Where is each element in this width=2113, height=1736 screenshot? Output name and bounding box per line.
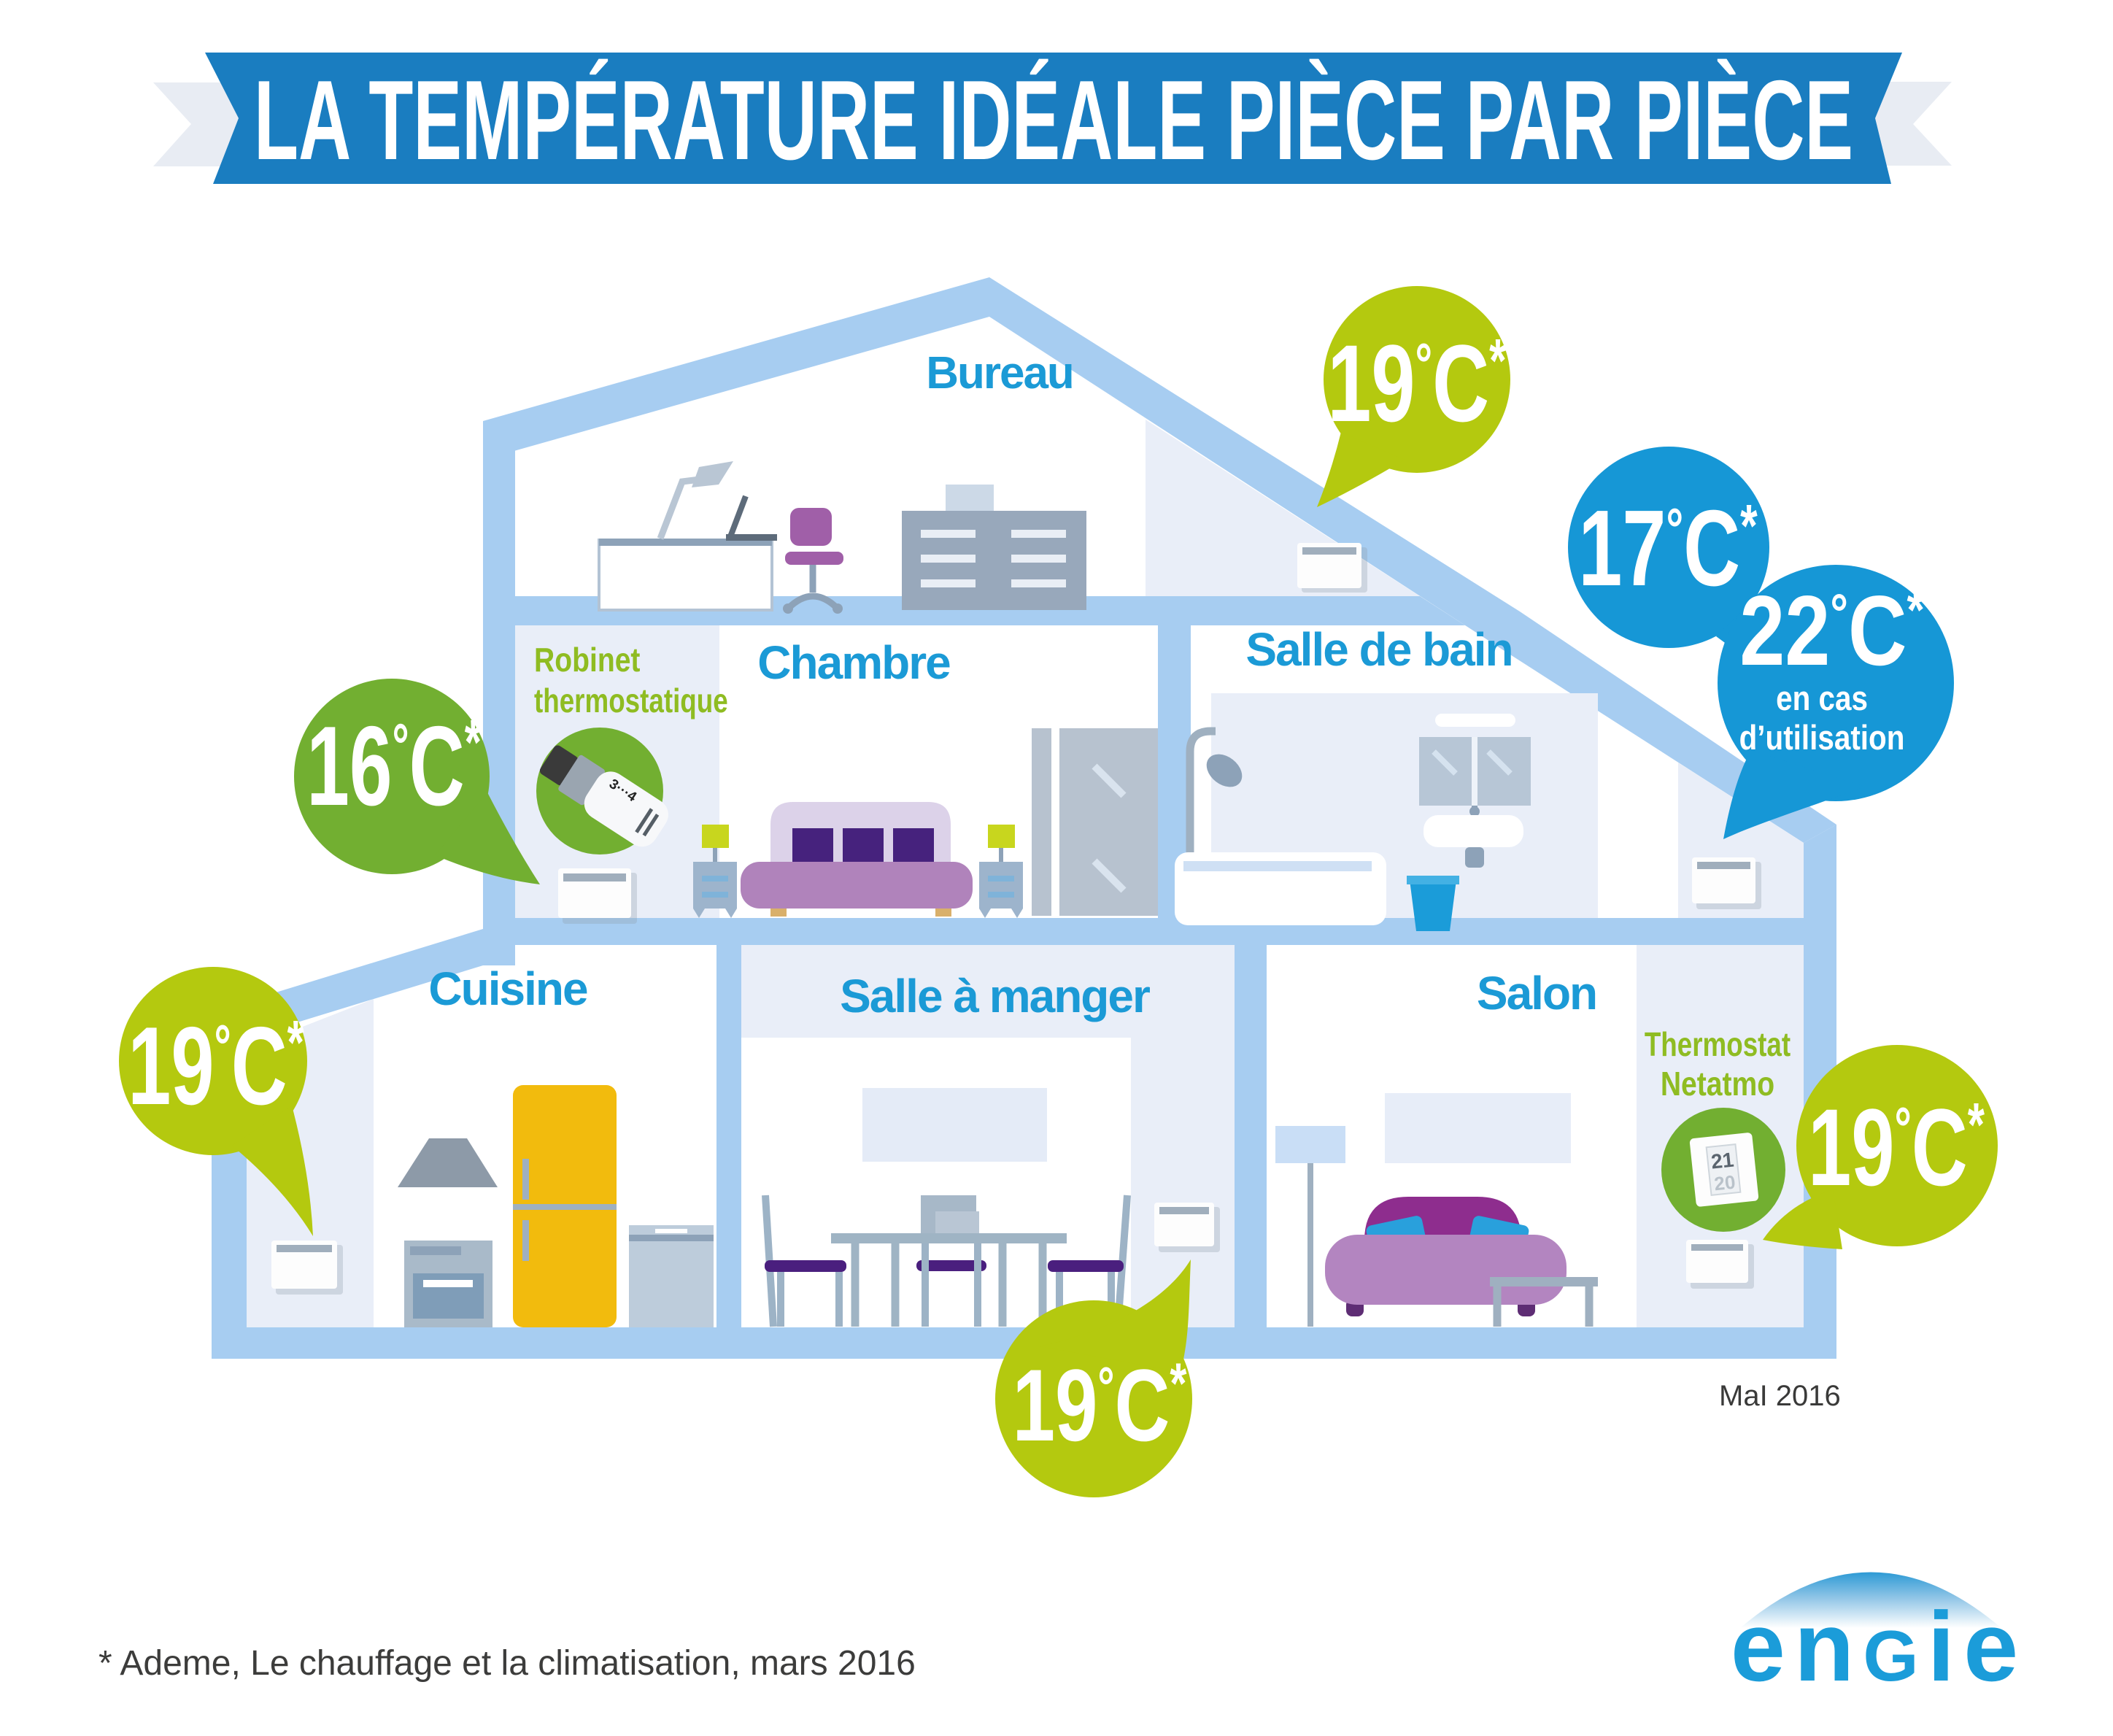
svg-text:Cuisine: Cuisine: [428, 962, 587, 1015]
svg-text:thermostatique: thermostatique: [534, 682, 728, 720]
svg-text:Bureau: Bureau: [926, 348, 1073, 398]
svg-text:Salle de bain: Salle de bain: [1245, 623, 1512, 676]
svg-text:Robinet: Robinet: [534, 641, 640, 679]
svg-text:20: 20: [1713, 1170, 1737, 1195]
svg-text:21: 21: [1710, 1149, 1735, 1173]
svg-text:en cas: en cas: [1776, 679, 1868, 718]
svg-text:Netatmo: Netatmo: [1661, 1065, 1774, 1103]
svg-text:Salle à manger: Salle à manger: [840, 970, 1150, 1022]
svg-text:Salon: Salon: [1477, 967, 1596, 1019]
svg-text:* Ademe, Le chauffage et la cl: * Ademe, Le chauffage et la climatisatio…: [98, 1644, 916, 1683]
svg-text:Chambre: Chambre: [757, 636, 950, 689]
svg-text:19°C*: 19°C*: [1327, 323, 1507, 445]
svg-text:19°C*: 19°C*: [1808, 1086, 1985, 1208]
svg-text:MaI 2016: MaI 2016: [1719, 1380, 1841, 1412]
svg-text:LA TEMPÉRATURE IDÉALE PIÈCE PA: LA TEMPÉRATURE IDÉALE PIÈCE PAR PIÈCE: [254, 57, 1853, 184]
svg-text:16°C*: 16°C*: [306, 703, 482, 830]
svg-text:Thermostat: Thermostat: [1645, 1025, 1791, 1063]
svg-text:d’utilisation: d’utilisation: [1739, 719, 1905, 757]
svg-text:17°C*: 17°C*: [1578, 488, 1758, 608]
